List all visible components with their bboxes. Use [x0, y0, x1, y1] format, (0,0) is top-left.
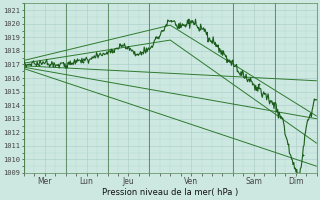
X-axis label: Pression niveau de la mer( hPa ): Pression niveau de la mer( hPa ): [102, 188, 238, 197]
